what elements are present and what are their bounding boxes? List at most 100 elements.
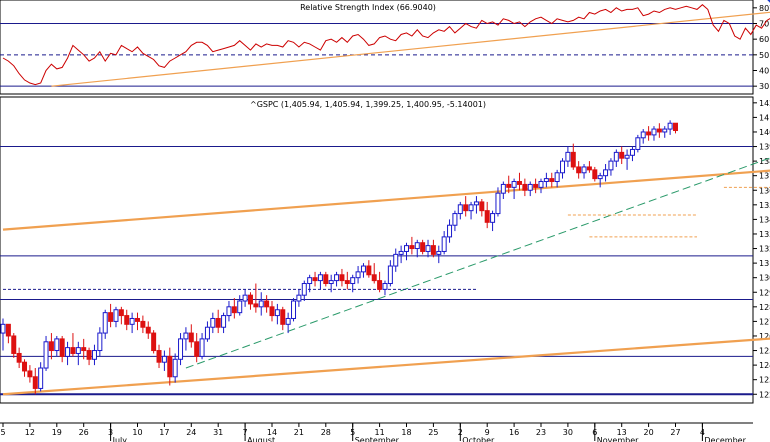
x-tick-label: 16 bbox=[509, 428, 519, 437]
candle-body bbox=[457, 204, 463, 215]
candle-body bbox=[11, 335, 17, 354]
candle-body bbox=[629, 148, 635, 156]
candle-body bbox=[323, 274, 329, 285]
candle-body bbox=[118, 309, 124, 317]
candle-body bbox=[135, 317, 140, 322]
candle-body bbox=[188, 332, 194, 343]
candle-body bbox=[430, 245, 436, 255]
candle-body bbox=[511, 181, 517, 188]
candle-body bbox=[199, 338, 205, 357]
candle-body bbox=[140, 320, 146, 328]
candle-body bbox=[468, 204, 474, 212]
candle-body bbox=[178, 338, 184, 360]
price-y-tick-label: 1420 bbox=[759, 99, 770, 108]
candle-body bbox=[183, 332, 189, 340]
candle-body bbox=[619, 151, 625, 159]
rsi-y-tick-label: 80 bbox=[759, 4, 769, 13]
candle-body bbox=[473, 201, 479, 206]
candle-body bbox=[339, 274, 345, 282]
price-y-tick-label: 1380 bbox=[759, 157, 770, 166]
rsi-line bbox=[2, 4, 770, 86]
candle-body bbox=[586, 166, 592, 171]
price-trendline bbox=[185, 157, 770, 369]
candle-body bbox=[506, 183, 512, 188]
rsi-y-tick-label: 60 bbox=[759, 35, 769, 44]
candle-body bbox=[635, 137, 641, 150]
candle-body bbox=[355, 271, 361, 279]
candle-body bbox=[581, 166, 587, 174]
candle-body bbox=[651, 128, 657, 136]
candle-body bbox=[161, 355, 167, 363]
candle-body bbox=[167, 355, 173, 378]
candle-body bbox=[576, 166, 582, 174]
candle-body bbox=[226, 306, 232, 317]
candle-body bbox=[436, 250, 442, 255]
x-tick-label: 14 bbox=[267, 428, 277, 437]
candle-body bbox=[624, 154, 630, 159]
price-y-tick-label: 1240 bbox=[759, 361, 770, 370]
candle-body bbox=[172, 358, 178, 378]
rsi-title: Relative Strength Index (66.9040) bbox=[300, 3, 436, 12]
candle-body bbox=[495, 192, 501, 215]
x-tick-label: 31 bbox=[213, 428, 223, 437]
candle-body bbox=[425, 245, 431, 252]
x-tick-label: 30 bbox=[563, 428, 573, 437]
candle-body bbox=[441, 236, 447, 252]
price-frame bbox=[0, 96, 754, 404]
price-y-tick-label: 1280 bbox=[759, 303, 770, 312]
x-tick-label: 27 bbox=[670, 428, 680, 437]
candle-body bbox=[570, 151, 576, 168]
candle-body bbox=[65, 347, 71, 357]
candle-body bbox=[420, 242, 426, 252]
x-tick-label: 18 bbox=[401, 428, 411, 437]
price-title: ^GSPC (1,405.94, 1,405.94, 1,399.25, 1,4… bbox=[250, 100, 486, 109]
candle-body bbox=[247, 294, 253, 305]
x-tick-label: 9 bbox=[485, 428, 490, 437]
candle-body bbox=[215, 317, 221, 328]
candle-body bbox=[516, 181, 522, 185]
price-y-tick-label: 1330 bbox=[759, 230, 770, 239]
price-y-tick-label: 1220 bbox=[759, 390, 770, 399]
price-y-tick-label: 1230 bbox=[759, 376, 770, 385]
candle-body bbox=[204, 326, 210, 340]
candle-body bbox=[592, 169, 598, 180]
candle-body bbox=[387, 265, 393, 285]
candle-body bbox=[366, 265, 372, 276]
candle-body bbox=[533, 183, 539, 188]
candle-body bbox=[97, 332, 103, 352]
price-pane: 1220 1230 1240 1250 1260 1270 1280 1290 1300 1310… bbox=[0, 96, 770, 404]
candle-body bbox=[549, 178, 555, 183]
price-y-tick-label: 1410 bbox=[759, 113, 770, 122]
candle-body bbox=[27, 370, 33, 378]
candle-body bbox=[371, 274, 377, 282]
x-month-label: October bbox=[462, 436, 495, 442]
candle-body bbox=[43, 341, 49, 369]
rsi-frame bbox=[0, 0, 754, 95]
candle-body bbox=[409, 245, 415, 250]
candle-body bbox=[490, 213, 496, 223]
candle-body bbox=[447, 224, 453, 238]
candle-body bbox=[640, 131, 646, 139]
x-month-label: December bbox=[704, 436, 746, 442]
candle-body bbox=[452, 213, 458, 226]
candle-body bbox=[59, 338, 65, 357]
candle-body bbox=[0, 323, 6, 334]
x-tick-label: 26 bbox=[79, 428, 89, 437]
candle-body bbox=[522, 183, 528, 191]
candle-body bbox=[328, 280, 334, 285]
candle-body bbox=[102, 312, 108, 334]
x-tick-label: 25 bbox=[428, 428, 438, 437]
rsi-y-tick-label: 50 bbox=[759, 51, 769, 60]
candle-body bbox=[360, 265, 366, 273]
candle-body bbox=[554, 172, 560, 183]
price-y-tick-label: 1360 bbox=[759, 186, 770, 195]
candle-body bbox=[5, 323, 11, 337]
candle-body bbox=[393, 253, 399, 267]
x-tick-label: 12 bbox=[25, 428, 35, 437]
x-month-label: September bbox=[355, 436, 400, 442]
x-tick-label: 10 bbox=[132, 428, 142, 437]
candle-body bbox=[307, 277, 313, 285]
candle-body bbox=[280, 309, 286, 325]
